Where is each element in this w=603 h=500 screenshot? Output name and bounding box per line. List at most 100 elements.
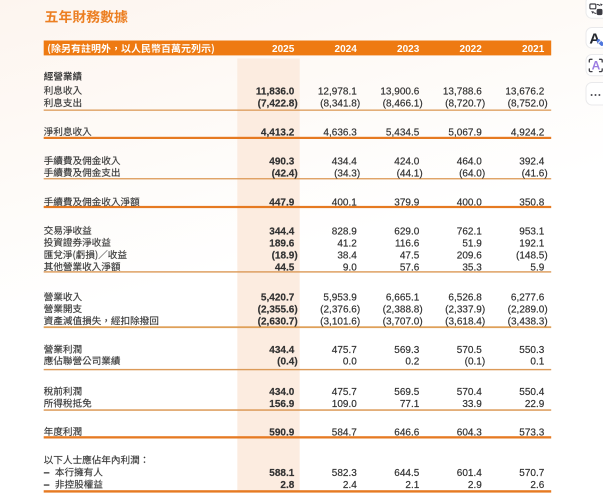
svg-text:(2,355.6): (2,355.6) xyxy=(258,305,298,316)
svg-text:(8,720.7): (8,720.7) xyxy=(445,99,485,110)
svg-text:5,067.9: 5,067.9 xyxy=(448,128,482,139)
svg-text:(18.9): (18.9) xyxy=(272,251,298,262)
svg-text:550.4: 550.4 xyxy=(519,387,544,398)
svg-text:475.7: 475.7 xyxy=(332,387,357,398)
svg-text:2021: 2021 xyxy=(522,44,545,55)
svg-text:604.3: 604.3 xyxy=(457,427,482,438)
svg-text:(8,341.8): (8,341.8) xyxy=(320,99,360,110)
svg-text:2025: 2025 xyxy=(272,44,295,55)
svg-text:12,978.1: 12,978.1 xyxy=(318,86,357,97)
svg-text:(3,707.0): (3,707.0) xyxy=(383,317,423,328)
svg-text:51.9: 51.9 xyxy=(462,238,482,249)
svg-text:4,636.3: 4,636.3 xyxy=(323,128,357,139)
svg-text:(64.0): (64.0) xyxy=(459,168,485,179)
svg-text:209.6: 209.6 xyxy=(457,251,482,262)
svg-text:953.1: 953.1 xyxy=(519,226,544,237)
svg-text:550.3: 550.3 xyxy=(519,345,544,356)
svg-text:573.3: 573.3 xyxy=(519,427,544,438)
svg-text:9.0: 9.0 xyxy=(343,263,357,274)
svg-text:434.4: 434.4 xyxy=(332,157,357,168)
svg-text:5,434.5: 5,434.5 xyxy=(386,128,420,139)
svg-text:0.1: 0.1 xyxy=(530,357,544,368)
svg-text:4,413.2: 4,413.2 xyxy=(261,128,295,139)
svg-text:(41.6): (41.6) xyxy=(522,168,548,179)
svg-text:109.0: 109.0 xyxy=(332,399,357,410)
svg-text:570.5: 570.5 xyxy=(457,345,482,356)
svg-text:(2,630.7): (2,630.7) xyxy=(258,317,298,328)
svg-text:22.9: 22.9 xyxy=(525,399,545,410)
svg-text:434.0: 434.0 xyxy=(269,387,294,398)
svg-text:464.0: 464.0 xyxy=(457,157,482,168)
svg-text:(3,438.3): (3,438.3) xyxy=(508,317,548,328)
svg-text:35.3: 35.3 xyxy=(462,263,482,274)
svg-text:2.1: 2.1 xyxy=(405,480,419,491)
svg-text:5.9: 5.9 xyxy=(530,263,544,274)
svg-text:33.9: 33.9 xyxy=(462,399,482,410)
svg-text:(7,422.8): (7,422.8) xyxy=(258,99,298,110)
svg-text:5,953.9: 5,953.9 xyxy=(323,293,357,304)
svg-text:47.5: 47.5 xyxy=(400,251,420,262)
svg-text:2.8: 2.8 xyxy=(280,480,294,491)
svg-text:0.0: 0.0 xyxy=(343,357,357,368)
svg-text:11,836.0: 11,836.0 xyxy=(256,86,295,97)
svg-text:590.9: 590.9 xyxy=(269,427,294,438)
svg-text:(2,388.8): (2,388.8) xyxy=(383,305,423,316)
svg-text:350.8: 350.8 xyxy=(519,198,544,209)
svg-text:475.7: 475.7 xyxy=(332,345,357,356)
svg-text:629.0: 629.0 xyxy=(394,226,419,237)
svg-text:570.4: 570.4 xyxy=(457,387,482,398)
svg-text:13,676.2: 13,676.2 xyxy=(505,86,544,97)
svg-text:424.0: 424.0 xyxy=(394,157,419,168)
svg-text:(0.4): (0.4) xyxy=(277,357,298,368)
svg-text:41.2: 41.2 xyxy=(337,238,357,249)
svg-text:2.9: 2.9 xyxy=(468,480,482,491)
svg-text:379.9: 379.9 xyxy=(394,198,419,209)
svg-text:116.6: 116.6 xyxy=(395,238,420,249)
svg-text:2.4: 2.4 xyxy=(343,480,357,491)
svg-text:2024: 2024 xyxy=(335,44,358,55)
svg-text:434.4: 434.4 xyxy=(269,345,294,356)
svg-text:(3,101.6): (3,101.6) xyxy=(320,317,360,328)
svg-text:582.3: 582.3 xyxy=(332,468,357,479)
svg-text:601.4: 601.4 xyxy=(457,468,482,479)
svg-text:(148.5): (148.5) xyxy=(516,251,548,262)
svg-text:4,924.2: 4,924.2 xyxy=(511,128,545,139)
svg-text:584.7: 584.7 xyxy=(332,427,357,438)
svg-text:A: A xyxy=(592,59,601,73)
svg-text:2022: 2022 xyxy=(460,44,483,55)
svg-text:(42.4): (42.4) xyxy=(272,168,298,179)
svg-text:344.4: 344.4 xyxy=(269,226,294,237)
svg-text:44.5: 44.5 xyxy=(275,263,295,274)
svg-text:0.2: 0.2 xyxy=(405,357,419,368)
svg-text:(44.1): (44.1) xyxy=(397,168,423,179)
svg-text:646.6: 646.6 xyxy=(394,427,419,438)
svg-text:13,788.6: 13,788.6 xyxy=(443,86,482,97)
svg-text:569.3: 569.3 xyxy=(394,345,419,356)
svg-text:189.6: 189.6 xyxy=(269,238,294,249)
svg-text:569.5: 569.5 xyxy=(394,387,419,398)
svg-text:(2,337.9): (2,337.9) xyxy=(445,305,485,316)
svg-text:(2,289.0): (2,289.0) xyxy=(508,305,548,316)
svg-text:38.4: 38.4 xyxy=(337,251,357,262)
svg-text:(0.1): (0.1) xyxy=(465,357,486,368)
svg-text:588.1: 588.1 xyxy=(269,468,294,479)
svg-text:400.1: 400.1 xyxy=(332,198,357,209)
svg-text:57.6: 57.6 xyxy=(400,263,420,274)
svg-text:6,526.8: 6,526.8 xyxy=(448,293,482,304)
svg-text:(8,752.0): (8,752.0) xyxy=(508,99,548,110)
svg-text:2.6: 2.6 xyxy=(530,480,544,491)
svg-text:490.3: 490.3 xyxy=(269,157,294,168)
svg-text:6,277.6: 6,277.6 xyxy=(511,293,545,304)
svg-text:2023: 2023 xyxy=(397,44,420,55)
svg-text:6,665.1: 6,665.1 xyxy=(386,293,420,304)
svg-text:447.9: 447.9 xyxy=(269,198,294,209)
svg-text:762.1: 762.1 xyxy=(457,226,482,237)
svg-text:13,900.6: 13,900.6 xyxy=(380,86,419,97)
svg-text:77.1: 77.1 xyxy=(400,399,420,410)
svg-text:(3,618.4): (3,618.4) xyxy=(445,317,485,328)
svg-text:(34.3): (34.3) xyxy=(334,168,360,179)
svg-text:644.5: 644.5 xyxy=(394,468,419,479)
svg-text:A: A xyxy=(589,30,600,47)
svg-text:192.1: 192.1 xyxy=(519,238,544,249)
svg-text:5,420.7: 5,420.7 xyxy=(261,293,295,304)
